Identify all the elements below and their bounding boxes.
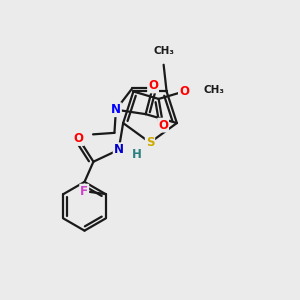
Text: N: N [114,143,124,156]
Text: CH₃: CH₃ [153,46,174,56]
Text: F: F [80,184,88,198]
Text: O: O [148,80,158,92]
Text: S: S [146,136,154,149]
Text: O: O [179,85,189,98]
Text: H: H [132,148,142,161]
Text: CH₃: CH₃ [203,85,224,95]
Text: N: N [111,103,121,116]
Text: O: O [158,118,168,132]
Text: O: O [74,132,84,145]
